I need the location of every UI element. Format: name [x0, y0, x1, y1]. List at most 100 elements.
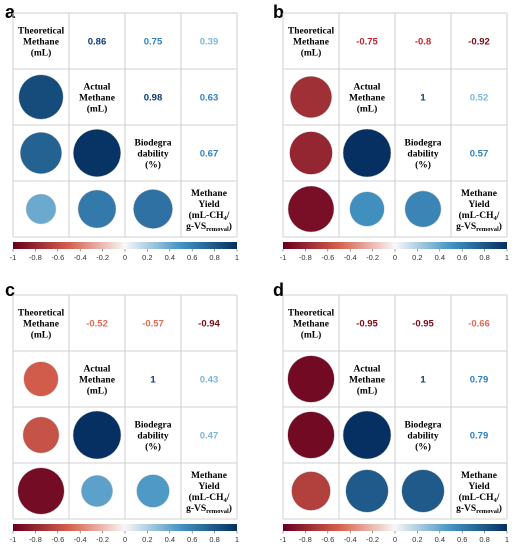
variable-label: Methane Yield (mL-CH4/g-VSremoval) — [456, 189, 502, 233]
colorbar-tick-label: 0.4 — [165, 253, 175, 262]
correlation-circle — [342, 128, 392, 178]
coefficient-label: -0.94 — [198, 319, 220, 330]
coefficient-label: 0.75 — [144, 37, 163, 48]
colorbar-tick-label: 0.2 — [142, 535, 152, 544]
correlation-circle — [17, 467, 65, 515]
correlation-circle — [19, 131, 63, 175]
colorbar-tick-label: -0.2 — [96, 535, 109, 544]
correlation-circle — [289, 131, 333, 175]
colorbar-tick-label: -0.4 — [74, 253, 87, 262]
colorbar-tick-label: 0.6 — [457, 535, 467, 544]
correlation-circle — [287, 355, 335, 403]
colorbar-tick-label: 0.6 — [187, 535, 197, 544]
colorbar-tick-label: 0 — [123, 535, 127, 544]
panel-label-c: c — [5, 280, 16, 300]
variable-label: Biodegra dability (%) — [135, 421, 172, 453]
correlation-circle — [22, 416, 60, 454]
variable-label: Theoretical Methane (mL) — [288, 309, 335, 341]
correlation-circle — [287, 411, 335, 459]
colorbar-tick-label: 1 — [505, 253, 509, 262]
coefficient-label: 0.67 — [200, 149, 219, 160]
coefficient-label: 1 — [420, 93, 426, 104]
coefficient-label: 1 — [150, 375, 156, 386]
colorbar-tick-label: -0.2 — [366, 253, 379, 262]
coefficient-label: -0.75 — [356, 37, 378, 48]
variable-label: Biodegra dability (%) — [405, 139, 442, 171]
variable-label: Actual Methane (mL) — [79, 83, 115, 115]
correlation-circle — [342, 410, 392, 460]
correlation-circle — [133, 189, 173, 229]
variable-label: Theoretical Methane (mL) — [18, 27, 65, 59]
colorbar-tick-label: 0 — [393, 253, 397, 262]
correlation-circle — [401, 469, 445, 513]
colorbar-tick-label: -0.6 — [321, 535, 334, 544]
colorbar-tick-label: -0.4 — [344, 535, 357, 544]
correlation-circle — [18, 74, 64, 120]
colorbar-tick-label: 1 — [505, 535, 509, 544]
colorbar — [283, 524, 507, 531]
colorbar-tick-label: -0.4 — [344, 253, 357, 262]
variable-label: Theoretical Methane (mL) — [288, 27, 335, 59]
panel-label-b: b — [273, 2, 284, 22]
correlation-matrix-c: Theoretical Methane (mL) Actual Methane (mL) B… — [10, 294, 239, 544]
colorbar-tick-label: 0 — [123, 253, 127, 262]
colorbar-tick-label: 0.8 — [209, 535, 219, 544]
colorbar-tick-label: 0.8 — [479, 253, 489, 262]
colorbar-tick-label: 1 — [235, 253, 239, 262]
colorbar-tick-label: 0.4 — [435, 535, 445, 544]
matrix-grid — [12, 12, 238, 238]
coefficient-label: -0.92 — [468, 37, 490, 48]
matrix-grid — [282, 294, 508, 520]
coefficient-label: 0.79 — [470, 431, 489, 442]
coefficient-label: 0.47 — [200, 431, 219, 442]
variable-label: Actual Methane (mL) — [79, 365, 115, 397]
correlation-circle — [72, 410, 122, 460]
panel-label-d: d — [273, 280, 284, 300]
correlation-circle — [349, 191, 385, 227]
colorbar-tick-label: -0.2 — [96, 253, 109, 262]
coefficient-label: 0.86 — [88, 37, 107, 48]
variable-label: Methane Yield (mL-CH4/g-VSremoval) — [186, 471, 232, 515]
coefficient-label: 0.43 — [200, 375, 219, 386]
panel-label-a: a — [5, 2, 16, 22]
correlation-matrix-a: Theoretical Methane (mL) Actual Methane (mL) B… — [10, 12, 239, 262]
correlation-circle — [23, 361, 59, 397]
colorbar — [13, 242, 237, 249]
colorbar-tick-label: -0.6 — [51, 535, 64, 544]
correlation-circle — [77, 189, 117, 229]
colorbar-tick-label: -1 — [10, 535, 17, 544]
colorbar-tick-label: 1 — [235, 535, 239, 544]
variable-label: Biodegra dability (%) — [135, 139, 172, 171]
variable-label: Actual Methane (mL) — [349, 83, 385, 115]
colorbar — [283, 242, 507, 249]
correlation-circle — [287, 185, 335, 233]
colorbar-tick-label: -0.6 — [51, 253, 64, 262]
colorbar-tick-label: -0.6 — [321, 253, 334, 262]
colorbar-tick-label: -0.8 — [299, 535, 312, 544]
correlation-circle — [289, 75, 333, 119]
coefficient-label: 1 — [420, 375, 426, 386]
correlation-matrix-b: Theoretical Methane (mL) Actual Methane (mL) B… — [280, 12, 509, 262]
coefficient-label: -0.57 — [142, 319, 164, 330]
coefficient-label: -0.66 — [468, 319, 490, 330]
matrix-grid — [12, 294, 238, 520]
colorbar-tick-label: 0.2 — [412, 253, 422, 262]
colorbar-tick-label: -0.8 — [29, 253, 42, 262]
coefficient-label: -0.52 — [86, 319, 108, 330]
matrix-grid — [282, 12, 508, 238]
colorbar — [13, 524, 237, 531]
coefficient-label: 0.63 — [200, 93, 219, 104]
colorbar-tick-label: -1 — [280, 253, 287, 262]
coefficient-label: 0.57 — [470, 149, 489, 160]
colorbar-tick-label: 0.6 — [187, 253, 197, 262]
colorbar-tick-label: -0.4 — [74, 535, 87, 544]
colorbar-tick-label: 0.2 — [412, 535, 422, 544]
coefficient-label: -0.95 — [412, 319, 434, 330]
correlation-circle — [136, 474, 170, 508]
variable-label: Theoretical Methane (mL) — [18, 309, 65, 341]
colorbar-tick-label: -1 — [280, 535, 287, 544]
colorbar-tick-label: -0.2 — [366, 535, 379, 544]
variable-label: Actual Methane (mL) — [349, 365, 385, 397]
colorbar-tick-label: 0 — [393, 535, 397, 544]
coefficient-label: -0.95 — [356, 319, 378, 330]
